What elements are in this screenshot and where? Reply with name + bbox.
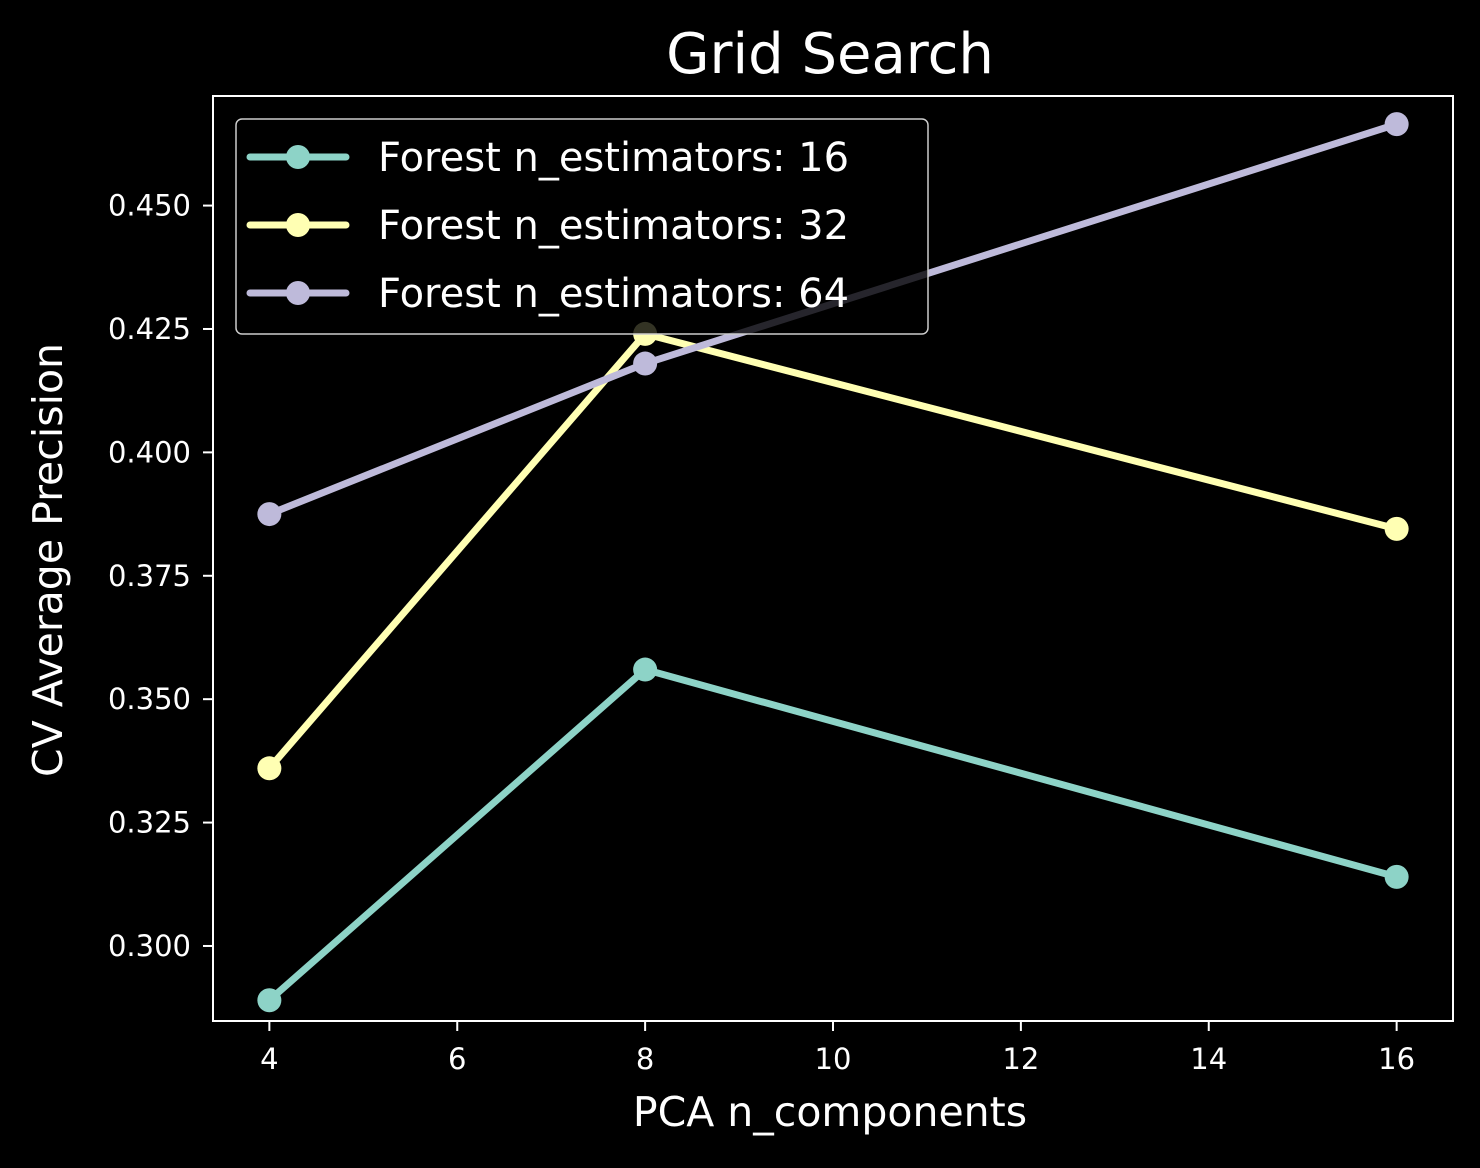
legend-swatch-marker [286, 145, 310, 169]
y-tick-label: 0.325 [108, 806, 191, 840]
y-tick-label: 0.300 [108, 929, 191, 963]
data-point [1384, 864, 1409, 889]
x-tick-label: 6 [448, 1042, 466, 1076]
x-tick-label: 16 [1378, 1042, 1415, 1076]
y-tick-label: 0.400 [108, 435, 191, 469]
data-point [257, 988, 282, 1013]
x-tick-label: 4 [260, 1042, 278, 1076]
legend-entry-label: Forest n_estimators: 32 [378, 203, 849, 249]
x-tick-label: 14 [1190, 1042, 1227, 1076]
x-tick-label: 8 [636, 1042, 654, 1076]
x-axis-label: PCA n_components [633, 1088, 1027, 1136]
y-tick-label: 0.350 [108, 682, 191, 716]
data-point [1384, 516, 1409, 541]
y-tick-label: 0.375 [108, 559, 191, 593]
legend-entry-label: Forest n_estimators: 16 [378, 135, 849, 181]
y-tick-label: 0.450 [108, 189, 191, 223]
data-point [257, 502, 282, 527]
chart-title: Grid Search [666, 22, 994, 87]
legend-box [235, 118, 929, 335]
legend: Forest n_estimators: 16 Forest n_estimato… [235, 118, 929, 335]
data-point [257, 756, 282, 781]
legend-swatch-marker [286, 281, 310, 305]
legend-entry-label: Forest n_estimators: 64 [378, 271, 849, 317]
y-axis: 0.300 0.325 0.350 0.375 0.400 0.425 0.450 [108, 189, 213, 963]
y-axis-label: CV Average Precision [24, 343, 72, 777]
data-point [633, 657, 658, 682]
y-tick-label: 0.425 [108, 312, 191, 346]
x-tick-label: 10 [815, 1042, 852, 1076]
x-axis: 4 6 8 10 12 14 16 [260, 1021, 1415, 1076]
x-tick-label: 12 [1002, 1042, 1039, 1076]
data-point [633, 351, 658, 376]
data-point [1384, 112, 1409, 137]
legend-swatch-marker [286, 213, 310, 237]
